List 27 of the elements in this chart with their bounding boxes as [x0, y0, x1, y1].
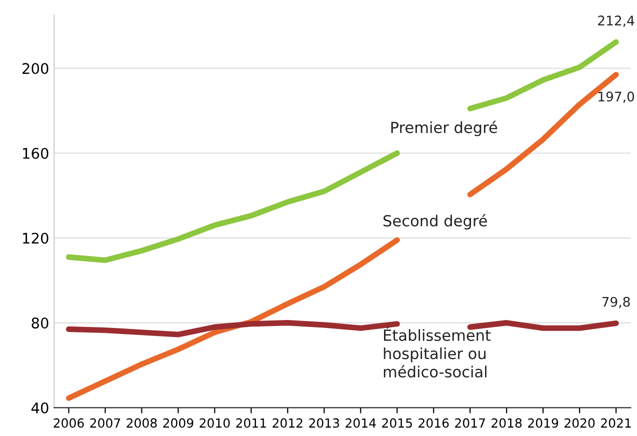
y-tick-label: 200	[22, 63, 48, 74]
x-tick-label: 2021	[601, 418, 631, 428]
x-tick-label: 2007	[90, 418, 120, 428]
x-tick-label: 2006	[54, 418, 84, 428]
x-tick-label: 2016	[418, 418, 449, 428]
data-label: 197,0	[598, 92, 634, 103]
series-label: Établissement hospitalier ou médico-social	[384, 326, 491, 378]
series-label: Premier degré	[391, 120, 498, 136]
data-label: 79,8	[602, 296, 630, 308]
x-tick-label: 2017	[455, 418, 485, 428]
y-tick-label: 160	[23, 148, 48, 159]
x-tick-label: 2014	[346, 418, 376, 428]
x-tick-label: 2010	[200, 418, 230, 428]
x-tick-label: 2012	[272, 418, 302, 428]
x-tick-label: 2013	[309, 418, 340, 428]
x-tick-label: 2019	[528, 418, 558, 428]
data-label: 212,4	[598, 16, 634, 27]
x-tick-label: 2020	[564, 418, 595, 428]
x-tick-label: 2008	[126, 418, 157, 428]
x-tick-label: 2009	[163, 418, 194, 428]
y-tick-label: 80	[32, 318, 48, 329]
x-tick-label: 2011	[236, 418, 266, 428]
x-tick-label: 2018	[492, 418, 522, 428]
x-tick-label: 2015	[382, 418, 412, 428]
y-tick-label: 120	[23, 232, 48, 244]
series-label: Second degré	[384, 214, 487, 230]
y-tick-label: 40	[31, 402, 48, 414]
